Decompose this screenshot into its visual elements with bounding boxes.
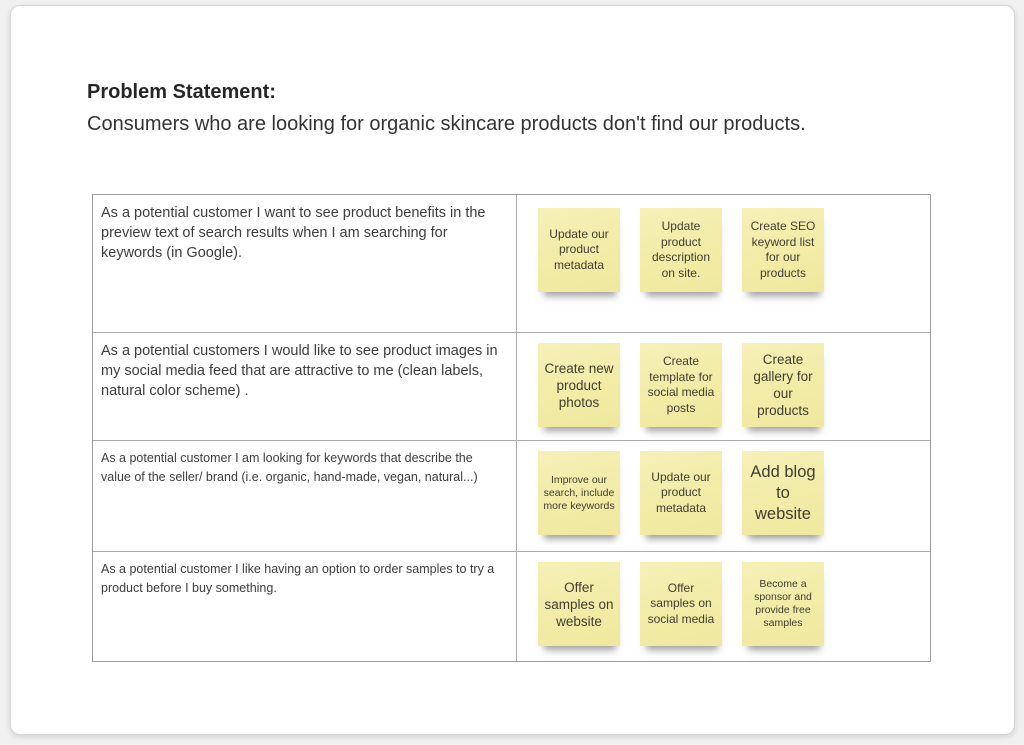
sticky-note: Offer samples on social media: [639, 562, 722, 646]
user-story-table: As a potential customer I want to see pr…: [92, 194, 931, 662]
sticky-note: Add blog to website: [741, 451, 824, 535]
sticky-note: Create SEO keyword list for our products: [741, 208, 824, 292]
user-story-text: As a potential customer I am looking for…: [93, 441, 517, 551]
sticky-notes-cell: Improve our search, include more keyword…: [517, 441, 930, 551]
sticky-notes-cell: Update our product metadata Update produ…: [517, 195, 930, 332]
user-story-text: As a potential customer I like having an…: [93, 552, 517, 661]
sticky-note: Update our product metadata: [537, 208, 620, 292]
sticky-note: Become a sponsor and provide free sample…: [741, 562, 824, 646]
sticky-note: Create new product photos: [537, 343, 620, 427]
page-title: Problem Statement:: [87, 81, 276, 103]
sticky-note: Improve our search, include more keyword…: [537, 451, 620, 535]
sticky-note: Create template for social media posts: [639, 343, 722, 427]
sticky-notes-cell: Create new product photos Create templat…: [517, 333, 930, 440]
problem-statement-text: Consumers who are looking for organic sk…: [87, 113, 806, 135]
sticky-note: Offer samples on website: [537, 562, 620, 646]
table-row: As a potential customer I want to see pr…: [93, 195, 930, 333]
sticky-note: Create gallery for our products: [741, 343, 824, 427]
sticky-note: Update our product metadata: [639, 451, 722, 535]
document-page: Problem Statement: Consumers who are loo…: [10, 5, 1015, 735]
problem-statement-heading: Problem Statement: Consumers who are loo…: [87, 76, 806, 140]
table-row: As a potential customer I am looking for…: [93, 441, 930, 552]
sticky-note: Update product description on site.: [639, 208, 722, 292]
user-story-text: As a potential customer I want to see pr…: [93, 195, 517, 332]
sticky-notes-cell: Offer samples on website Offer samples o…: [517, 552, 930, 661]
table-row: As a potential customers I would like to…: [93, 333, 930, 441]
user-story-text: As a potential customers I would like to…: [93, 333, 517, 440]
table-row: As a potential customer I like having an…: [93, 552, 930, 661]
